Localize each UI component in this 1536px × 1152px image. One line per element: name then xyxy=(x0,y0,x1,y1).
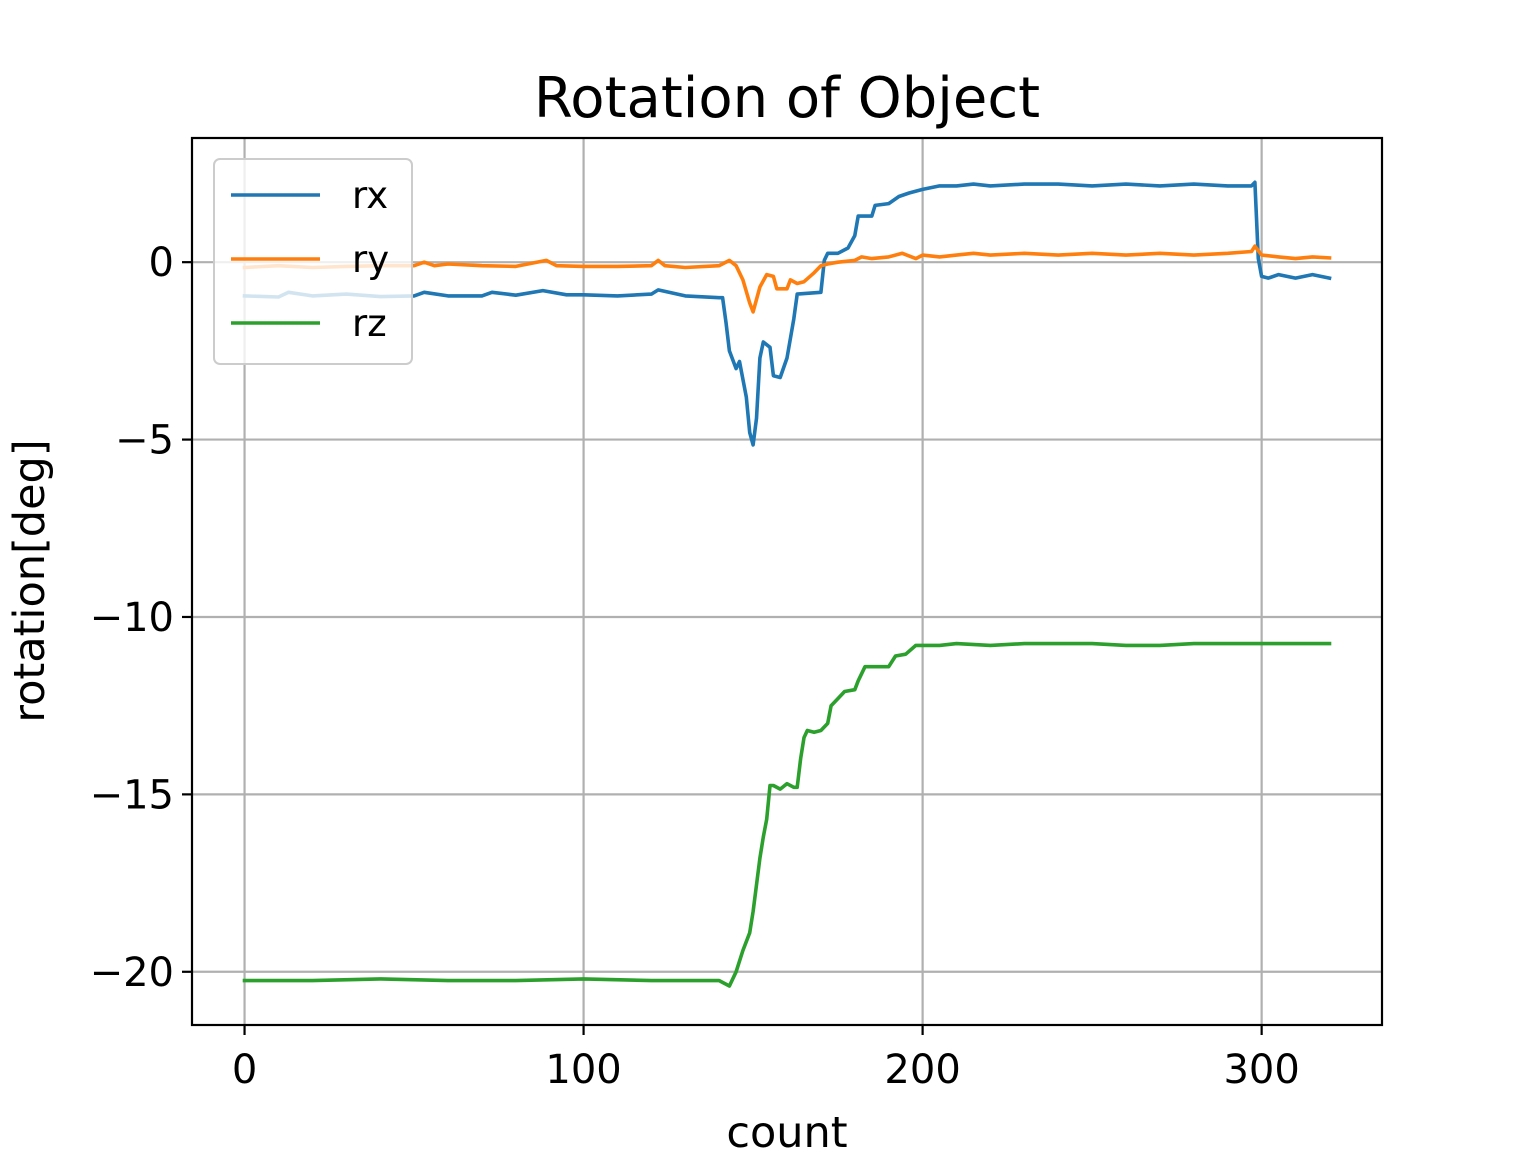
y-tick-label: −5 xyxy=(115,418,174,464)
x-tick-label: 200 xyxy=(884,1047,960,1093)
ticks: 0 100 200 300 0 −5 −10 −15 −20 xyxy=(90,240,1300,1093)
series-line-rz xyxy=(242,641,1332,988)
y-tick-label: −20 xyxy=(90,950,174,996)
x-tick-label: 0 xyxy=(232,1047,257,1093)
y-axis-label: rotation[deg] xyxy=(5,439,55,722)
y-tick-label: −15 xyxy=(90,772,174,818)
y-tick-label: 0 xyxy=(149,240,174,286)
legend-label-rz: rz xyxy=(352,302,387,345)
series-lines xyxy=(242,180,1332,988)
legend-label-rx: rx xyxy=(352,174,388,217)
x-axis-label: count xyxy=(726,1108,847,1152)
legend-box xyxy=(213,158,413,365)
x-tick-label: 300 xyxy=(1223,1047,1299,1093)
y-tick-label: −10 xyxy=(90,595,174,641)
x-tick-label: 100 xyxy=(545,1047,621,1093)
chart-title: Rotation of Object xyxy=(534,66,1040,131)
plot-frame xyxy=(190,136,1384,1027)
series-line-rx xyxy=(242,180,1332,447)
series-line-ry xyxy=(242,244,1332,314)
legend: rx ry rz xyxy=(213,158,413,365)
legend-label-ry: ry xyxy=(352,238,389,281)
